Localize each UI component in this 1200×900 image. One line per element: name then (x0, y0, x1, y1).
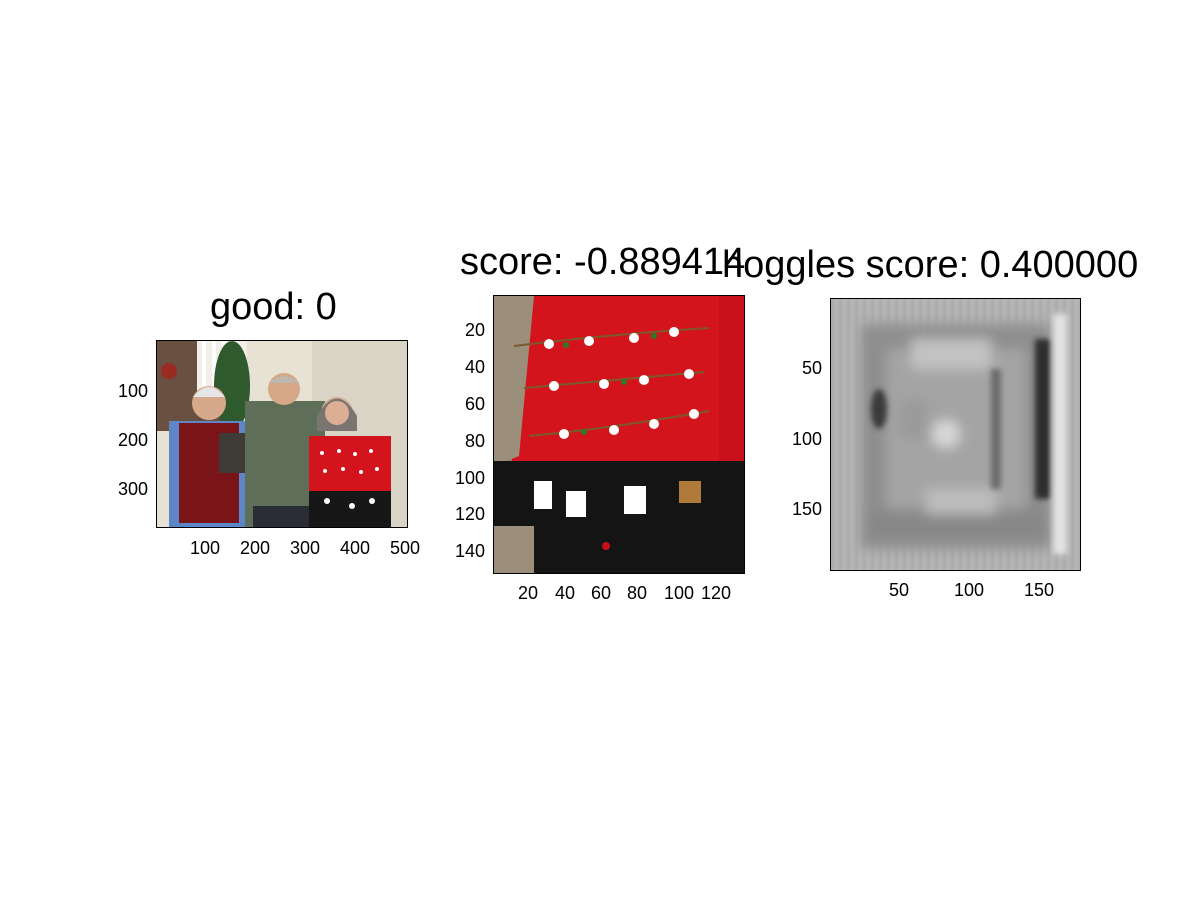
panel-1-xtick: 400 (339, 538, 371, 558)
panel-1-ytick: 100 (117, 381, 148, 401)
panel-2-xtick: 100 (663, 583, 695, 603)
panel-3-xtick: 50 (888, 580, 910, 600)
panel-1-image-frame (156, 340, 408, 528)
panel-2-ytick: 80 (464, 431, 485, 451)
panel-2-ytick: 60 (464, 394, 485, 414)
hoggles-grayscale-image (831, 299, 1080, 570)
panel-3-title: hoggles score: 0.400000 (722, 244, 1139, 286)
panel-2-xtick: 60 (590, 583, 612, 603)
panel-1-ytick: 200 (117, 430, 148, 450)
panel-2-ytick: 40 (464, 357, 485, 377)
panel-2-xtick: 40 (554, 583, 576, 603)
panel-1-ytick: 300 (117, 479, 148, 499)
panel-1-xtick: 500 (389, 538, 421, 558)
family-photo-image (157, 341, 407, 527)
panel-3-xtick: 100 (953, 580, 985, 600)
panel-3-ytick: 50 (801, 358, 822, 378)
panel-2-ytick: 100 (454, 468, 485, 488)
panel-2-image-frame (493, 295, 745, 574)
panel-2-xtick: 20 (517, 583, 539, 603)
panel-1-title: good: 0 (210, 286, 337, 328)
panel-3-xtick: 150 (1023, 580, 1055, 600)
panel-2-xtick: 120 (700, 583, 732, 603)
panel-1-xtick: 300 (289, 538, 321, 558)
panel-1-xtick: 200 (239, 538, 271, 558)
panel-3-image-frame (830, 298, 1081, 571)
panel-2-ytick: 120 (454, 504, 485, 524)
panel-3-ytick: 100 (791, 429, 822, 449)
panel-2-title: score: -0.889414 (460, 241, 746, 283)
panel-2-ytick: 20 (464, 320, 485, 340)
panel-2-xtick: 80 (626, 583, 648, 603)
panel-2-ytick: 140 (454, 541, 485, 561)
sweater-crop-image (494, 296, 744, 573)
panel-1-xtick: 100 (189, 538, 221, 558)
panel-3-ytick: 150 (791, 499, 822, 519)
